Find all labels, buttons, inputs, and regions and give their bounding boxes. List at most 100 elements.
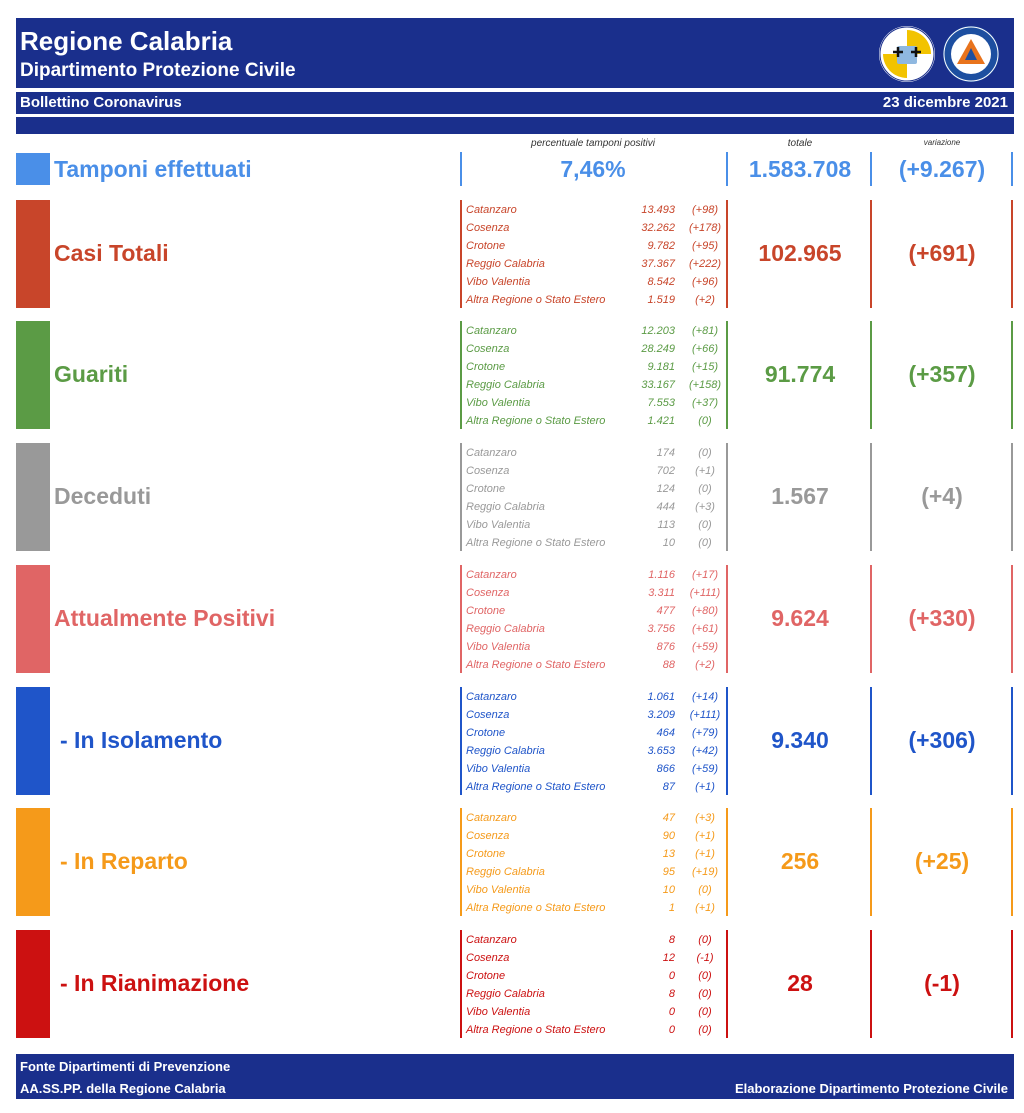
category-total: 9.624 [771, 605, 829, 631]
divider [726, 930, 728, 1038]
category-label: - In Rianimazione [60, 970, 250, 996]
divider [726, 152, 728, 186]
province-value: 124 [656, 483, 675, 495]
divider [726, 200, 728, 308]
page-title: Regione Calabria [20, 26, 233, 56]
province-name: Catanzaro [466, 447, 517, 459]
province-value: 1.116 [648, 569, 675, 581]
province-value: 444 [656, 501, 675, 513]
province-name: Cosenza [466, 587, 510, 599]
province-value: 464 [656, 727, 675, 739]
category-total: 256 [780, 848, 820, 874]
tamponi-variation: (+9.267) [898, 156, 986, 182]
province-value: 876 [656, 641, 675, 653]
province-name: Crotone [466, 483, 506, 495]
province-value: 12.203 [641, 325, 675, 337]
province-name: Reggio Calabria [466, 379, 545, 391]
province-name: Vibo Valentia [466, 641, 531, 653]
section-4: - In Isolamento Catanzaro 1.061 (+14) Cosenz… [0, 687, 1024, 795]
divider [870, 321, 872, 429]
province-value: 113 [657, 519, 675, 531]
category-total: 91.774 [764, 361, 836, 387]
province-name: Reggio Calabria [466, 258, 545, 270]
category-color-swatch [16, 565, 50, 673]
variation-column-heading: variazione [923, 138, 961, 147]
tamponi-color-swatch [16, 153, 50, 185]
divider [726, 321, 728, 429]
divider [726, 565, 728, 673]
province-name: Altra Regione o Stato Estero [466, 659, 606, 671]
province-value: 12 [662, 952, 675, 964]
bulletin-date: 23 dicembre 2021 [882, 94, 1008, 111]
province-value: 174 [656, 447, 675, 459]
province-variation: (+79) [692, 727, 718, 739]
province-name: Cosenza [466, 709, 510, 721]
province-name: Altra Regione o Stato Estero [466, 415, 606, 427]
divider [460, 443, 462, 551]
province-variation: (+59) [692, 641, 718, 653]
province-variation: (+178) [688, 222, 722, 234]
province-variation: (0) [698, 415, 712, 427]
category-color-swatch [16, 443, 50, 551]
header-divider-band [16, 117, 1014, 134]
category-total: 102.965 [758, 240, 842, 266]
section-3: Attualmente Positivi Catanzaro 1.116 (+17) C… [0, 565, 1024, 673]
divider [460, 808, 462, 916]
category-color-swatch [16, 200, 50, 308]
province-name: Altra Regione o Stato Estero [466, 781, 606, 793]
province-value: 13 [662, 848, 675, 860]
province-value: 8.542 [647, 276, 675, 288]
province-name: Cosenza [466, 952, 510, 964]
province-value: 47 [662, 812, 675, 824]
province-name: Crotone [466, 605, 506, 617]
tamponi-percent: 7,46% [560, 156, 626, 182]
divider [726, 443, 728, 551]
province-name: Vibo Valentia [466, 519, 531, 531]
province-name: Cosenza [466, 830, 510, 842]
province-name: Reggio Calabria [466, 988, 545, 1000]
province-name: Cosenza [466, 465, 510, 477]
province-name: Reggio Calabria [466, 745, 545, 757]
province-variation: (+95) [692, 240, 718, 252]
province-variation: (+2) [695, 294, 715, 306]
footer-band: Fonte Dipartimenti di Prevenzione AA.SS.… [16, 1054, 1014, 1099]
province-name: Crotone [466, 970, 506, 982]
category-label: Casi Totali [54, 240, 169, 266]
divider [870, 808, 872, 916]
province-variation: (+1) [695, 465, 715, 477]
province-value: 37.367 [641, 258, 675, 270]
divider [870, 930, 872, 1038]
divider [1011, 565, 1013, 673]
total-column-heading: totale [787, 138, 813, 149]
province-name: Catanzaro [466, 204, 517, 216]
province-variation: (0) [698, 1006, 712, 1018]
province-value: 1 [668, 902, 675, 914]
province-name: Vibo Valentia [466, 276, 531, 288]
category-color-swatch [16, 930, 50, 1038]
province-name: Catanzaro [466, 691, 517, 703]
province-variation: (0) [698, 934, 712, 946]
province-value: 3.209 [647, 709, 675, 721]
province-value: 0 [668, 1024, 675, 1036]
province-name: Crotone [466, 240, 506, 252]
province-name: Vibo Valentia [466, 884, 531, 896]
province-variation: (+1) [695, 848, 715, 860]
province-variation: (0) [698, 519, 712, 531]
divider [460, 930, 462, 1038]
category-variation: (-1) [924, 970, 960, 996]
province-variation: (+80) [692, 605, 718, 617]
province-variation: (+37) [692, 397, 718, 409]
province-variation: (+14) [692, 691, 718, 703]
province-value: 33.167 [641, 379, 675, 391]
province-value: 477 [656, 605, 675, 617]
perc-column-heading: percentuale tamponi positivi [531, 138, 655, 149]
province-value: 9.181 [647, 361, 675, 373]
bulletin-band: Bollettino Coronavirus 23 dicembre 2021 [16, 92, 1014, 114]
province-variation: (+81) [692, 325, 718, 337]
province-variation: (+2) [695, 659, 715, 671]
province-value: 3.756 [647, 623, 675, 635]
category-total: 28 [787, 970, 813, 996]
section-2: Deceduti Catanzaro 174 (0) Cosenza 702 (+1) Cro… [0, 443, 1024, 551]
province-name: Altra Regione o Stato Estero [466, 294, 606, 306]
divider [870, 152, 872, 186]
